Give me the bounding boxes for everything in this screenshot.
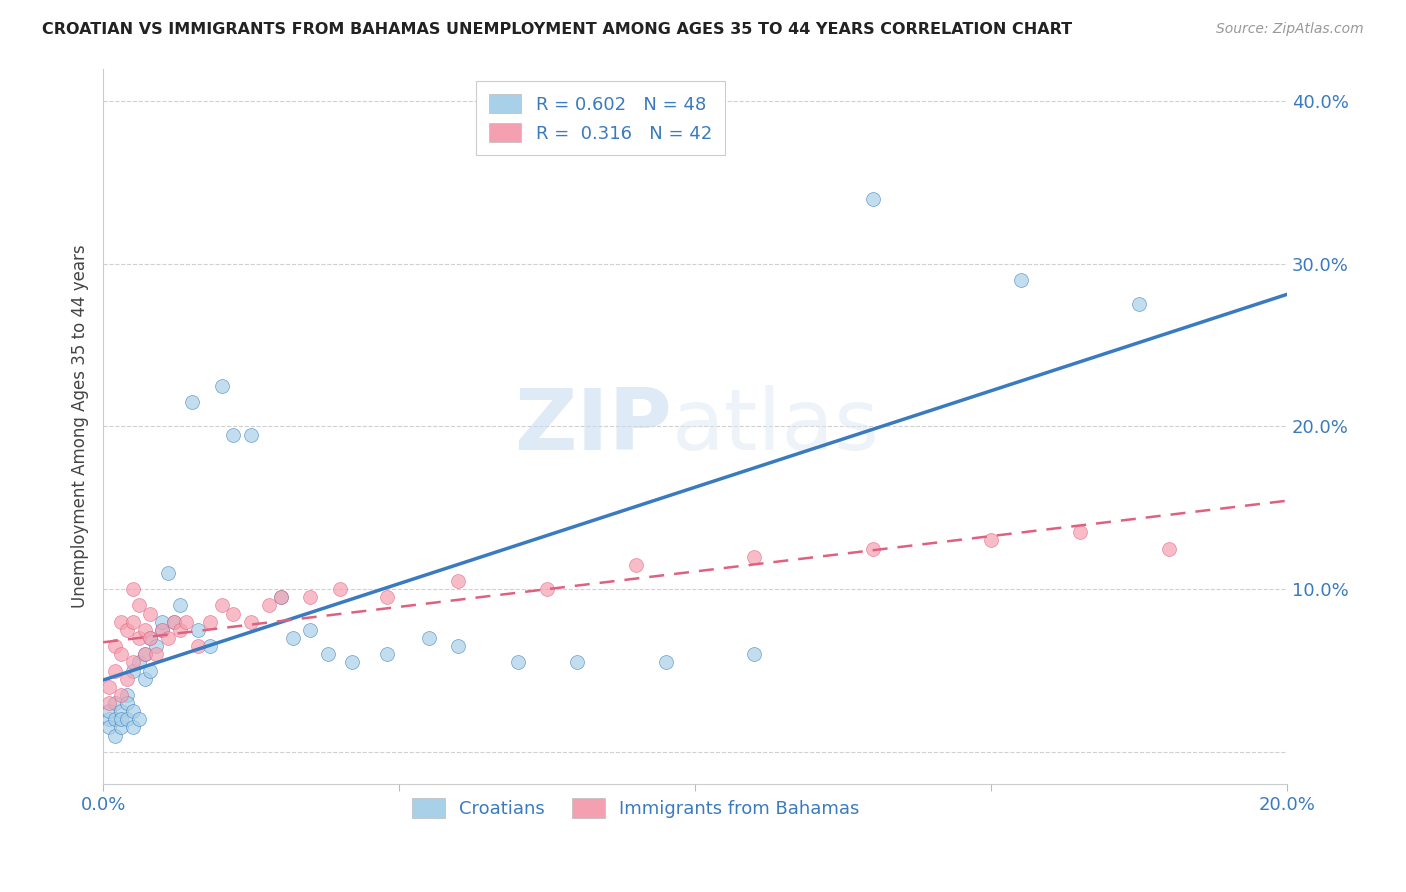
Point (299, 623, 322, 637)
Point (1128, 297, 1150, 311)
Point (222, 427, 245, 442)
Point (128, 599, 150, 613)
Point (270, 591, 292, 605)
Point (169, 623, 191, 637)
Point (270, 591, 292, 605)
Point (198, 615, 221, 629)
Point (1157, 541, 1180, 556)
Point (134, 647, 156, 661)
Point (506, 656, 529, 670)
Point (654, 656, 676, 670)
Point (418, 631, 440, 645)
Point (98, 712, 121, 726)
Point (121, 656, 143, 670)
Point (104, 639, 127, 653)
Point (316, 647, 339, 661)
Point (211, 379, 233, 393)
Point (157, 631, 180, 645)
Point (169, 599, 191, 613)
Point (121, 582, 143, 597)
Point (150, 615, 173, 629)
Point (98, 721, 121, 735)
Point (139, 607, 162, 621)
Point (115, 712, 138, 726)
Point (115, 688, 138, 702)
Point (340, 656, 363, 670)
Point (150, 623, 173, 637)
Point (121, 664, 143, 678)
Point (862, 541, 884, 556)
Point (150, 623, 173, 637)
Point (110, 688, 132, 702)
Point (139, 631, 162, 645)
Point (211, 599, 233, 613)
Point (174, 615, 197, 629)
Point (110, 721, 132, 735)
Point (565, 656, 588, 670)
Point (110, 615, 132, 629)
Point (121, 615, 143, 629)
Point (240, 427, 263, 442)
Point (1010, 273, 1032, 287)
Point (145, 639, 167, 653)
Point (104, 712, 127, 726)
Point (198, 639, 221, 653)
Point (115, 623, 138, 637)
Point (98, 696, 121, 710)
Point (447, 574, 470, 588)
Point (163, 615, 186, 629)
Point (742, 549, 765, 564)
Point (104, 729, 127, 743)
Point (862, 192, 884, 206)
Point (115, 696, 138, 710)
Point (128, 712, 150, 726)
Point (240, 615, 263, 629)
Point (98, 704, 121, 718)
Point (187, 623, 209, 637)
Point (187, 639, 209, 653)
Point (110, 712, 132, 726)
Point (1069, 525, 1091, 540)
Y-axis label: Unemployment Among Ages 35 to 44 years: Unemployment Among Ages 35 to 44 years (72, 244, 89, 608)
Point (134, 623, 156, 637)
Point (375, 647, 398, 661)
Text: atlas: atlas (672, 385, 879, 468)
Point (257, 599, 280, 613)
Point (375, 591, 398, 605)
Point (110, 647, 132, 661)
Point (98, 680, 121, 694)
Text: CROATIAN VS IMMIGRANTS FROM BAHAMAS UNEMPLOYMENT AMONG AGES 35 TO 44 YEARS CORRE: CROATIAN VS IMMIGRANTS FROM BAHAMAS UNEM… (42, 22, 1073, 37)
Point (115, 672, 138, 686)
Text: Source: ZipAtlas.com: Source: ZipAtlas.com (1216, 22, 1364, 37)
Point (163, 615, 186, 629)
Point (134, 672, 156, 686)
Point (128, 656, 150, 670)
Point (145, 647, 167, 661)
Point (447, 639, 470, 653)
Point (128, 631, 150, 645)
Point (139, 631, 162, 645)
Point (121, 704, 143, 718)
Point (624, 558, 647, 572)
Point (110, 704, 132, 718)
Point (281, 631, 304, 645)
Point (139, 664, 162, 678)
Point (980, 533, 1002, 548)
Point (329, 582, 352, 597)
Point (536, 582, 558, 597)
Point (134, 647, 156, 661)
Point (742, 647, 765, 661)
Text: ZIP: ZIP (513, 385, 672, 468)
Point (222, 607, 245, 621)
Point (299, 591, 322, 605)
Point (157, 566, 180, 580)
Point (121, 721, 143, 735)
Point (181, 395, 204, 409)
Point (104, 664, 127, 678)
Legend: Croatians, Immigrants from Bahamas: Croatians, Immigrants from Bahamas (405, 791, 866, 825)
Point (104, 696, 127, 710)
